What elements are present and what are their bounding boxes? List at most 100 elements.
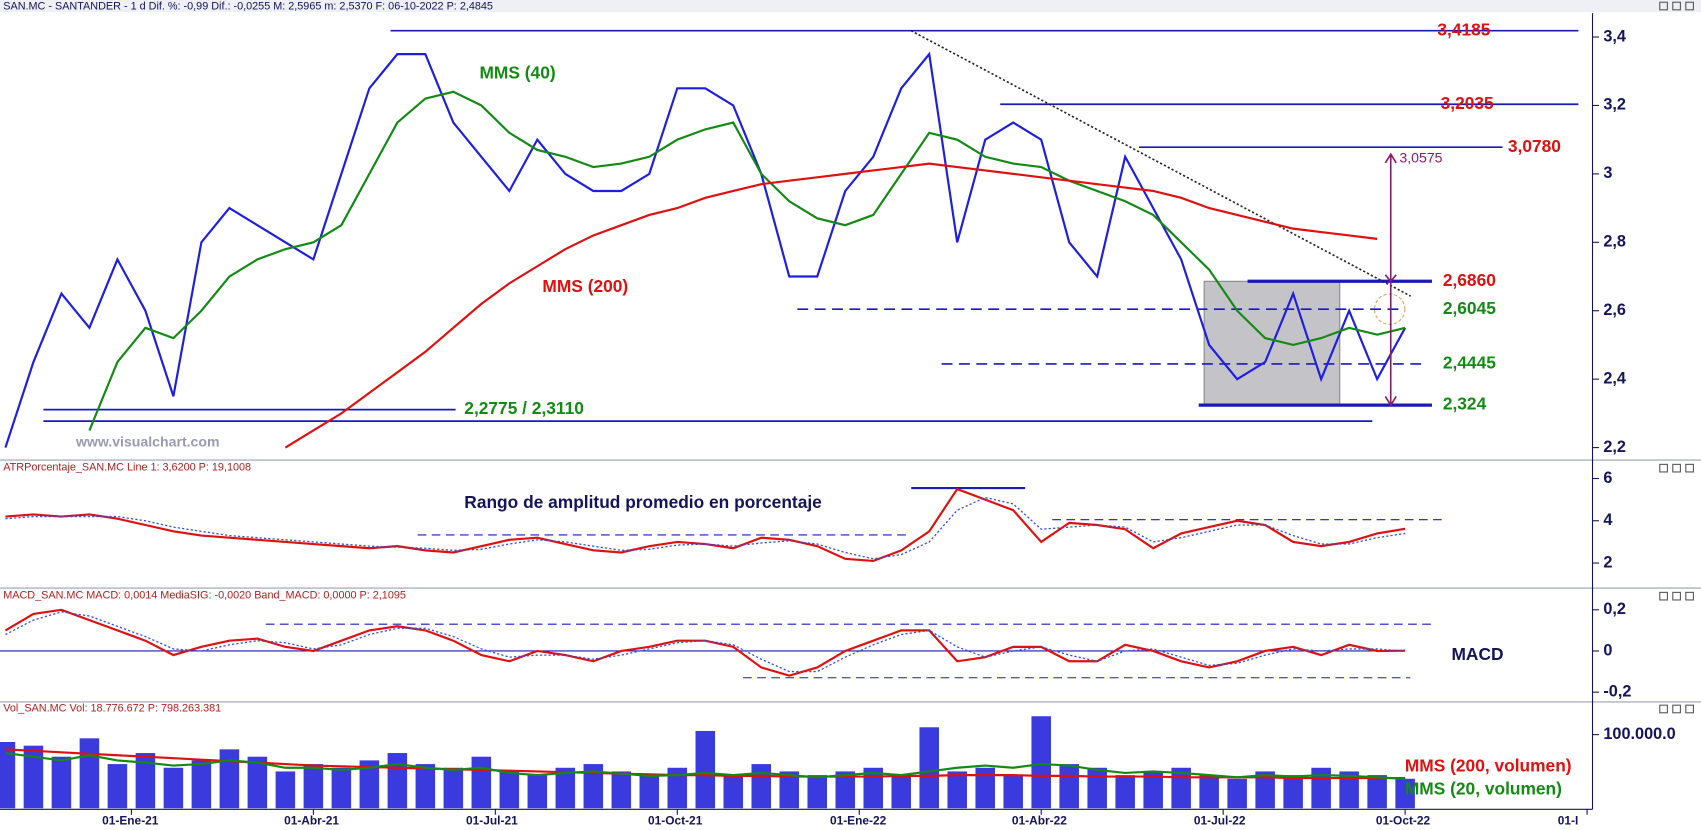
series-line: [5, 751, 1406, 780]
panel-header: ATRPorcentaje_SAN.MC Line 1: 3,6200 P: 1…: [3, 461, 251, 473]
control-icon[interactable]: [1672, 463, 1681, 473]
legend-entry: MMS (20, volumen): [1405, 778, 1562, 798]
volume-bar: [583, 764, 604, 809]
highlight-circle: [1373, 293, 1406, 325]
volume-bar: [359, 760, 380, 809]
volume-bar: [499, 771, 520, 809]
volume-bar: [639, 775, 660, 809]
volume-bar: [667, 767, 688, 809]
volume-bar: [443, 767, 464, 809]
x-tick-label: 01-Jul-22: [1194, 813, 1246, 827]
control-icon[interactable]: [1659, 463, 1668, 473]
volume-bar: [919, 727, 939, 809]
series-label: MMS (200): [542, 276, 628, 296]
control-icon[interactable]: [1685, 704, 1694, 714]
legend-entry: MMS (200, volumen): [1405, 756, 1572, 776]
level-label: 3,4185: [1437, 19, 1490, 39]
level-label: 2,6045: [1443, 298, 1496, 318]
annotation: 2,2775 / 2,3110: [464, 398, 584, 418]
volume-bar: [331, 767, 352, 809]
level-label: 2,324: [1443, 394, 1487, 414]
volume-bar: [1227, 778, 1247, 809]
volume-bar: [835, 771, 856, 809]
measure-label: 3,0575: [1399, 149, 1442, 165]
volume-bar: [1115, 775, 1135, 809]
panel-header: Vol_SAN.MC Vol: 18.776.672 P: 798.263.38…: [3, 702, 221, 714]
series-line: [5, 496, 1406, 560]
y-tick-label: 3,2: [1603, 96, 1626, 114]
volume-bar: [1283, 775, 1303, 809]
volume-bar: [387, 753, 408, 809]
volume-bar: [863, 767, 884, 809]
volume-bar: [695, 730, 716, 809]
volume-bar: [247, 756, 268, 809]
control-icon[interactable]: [1672, 704, 1681, 714]
trend-line: [910, 29, 1412, 297]
panel-title: Rango de amplitud promedio en porcentaje: [464, 492, 822, 512]
volume-bar: [415, 764, 436, 809]
x-tick-label: 01-Oct-21: [648, 813, 703, 827]
series-line: [88, 90, 1406, 431]
volume-bar: [135, 753, 156, 809]
volume-bar: [1339, 771, 1359, 809]
volume-bar: [723, 775, 744, 809]
control-icon[interactable]: [1685, 591, 1694, 601]
y-tick-label: 2,4: [1603, 369, 1626, 387]
volume-bar: [23, 745, 44, 809]
control-icon[interactable]: [1659, 591, 1668, 601]
y-tick-label: -0,2: [1603, 682, 1631, 700]
volume-bar: [1087, 767, 1107, 809]
series-line: [4, 608, 1406, 677]
y-tick-label: 2,8: [1603, 233, 1626, 251]
y-tick-label: 2,6: [1603, 301, 1626, 319]
volume-bar: [191, 760, 212, 809]
x-tick-label: 01-Abr-21: [284, 813, 339, 827]
volume-bar: [527, 775, 548, 809]
x-tick-label: 01-Ene-21: [102, 813, 159, 827]
control-icon[interactable]: [1672, 591, 1681, 601]
volume-bar: [79, 738, 100, 809]
control-icon[interactable]: [1685, 1, 1694, 11]
volume-bar: [1255, 771, 1275, 809]
volume-bar: [275, 771, 296, 809]
y-tick-label: 0,2: [1603, 600, 1626, 618]
header-bar: [0, 0, 1701, 12]
volume-bar: [975, 767, 995, 809]
volume-bar: [51, 756, 72, 809]
level-label: 2,4445: [1443, 353, 1496, 373]
volume-bar: [303, 764, 324, 809]
series-line: [284, 162, 1378, 449]
x-tick-label: 01-Jul-21: [466, 813, 518, 827]
y-tick-label: 3: [1603, 164, 1612, 182]
control-icon[interactable]: [1672, 1, 1681, 11]
control-icon[interactable]: [1659, 704, 1668, 714]
level-label: 3,0780: [1508, 136, 1561, 156]
y-tick-label: 2: [1603, 553, 1612, 571]
volume-bar: [1395, 778, 1415, 809]
series-label: MMS (40): [479, 62, 555, 82]
arrow-head: [1384, 152, 1397, 407]
volume-bar: [891, 775, 912, 809]
volume-bar: [1199, 775, 1219, 809]
panel-header: MACD_SAN.MC MACD: 0,0014 MediaSIG: -0,00…: [3, 589, 406, 601]
volume-bar: [0, 741, 16, 809]
y-tick-label: 6: [1603, 469, 1612, 487]
panel-title: MACD: [1451, 644, 1503, 664]
series-line: [4, 51, 1407, 448]
volume-bar: [1143, 771, 1163, 809]
volume-bar: [1367, 775, 1387, 809]
volume-bar: [471, 756, 492, 809]
volume-bar: [947, 771, 967, 809]
volume-bar: [107, 764, 128, 809]
level-label: 3,2035: [1441, 93, 1494, 113]
x-tick-label: 01-Abr-22: [1012, 813, 1067, 827]
volume-bar: [219, 749, 240, 809]
volume-bar: [1003, 775, 1023, 809]
control-icon[interactable]: [1659, 1, 1668, 11]
y-tick-label: 4: [1603, 511, 1612, 529]
control-icon[interactable]: [1685, 463, 1694, 473]
y-tick-label: 100.000.0: [1603, 725, 1675, 743]
volume-bar: [807, 775, 828, 809]
volume-bar: [1059, 764, 1079, 809]
